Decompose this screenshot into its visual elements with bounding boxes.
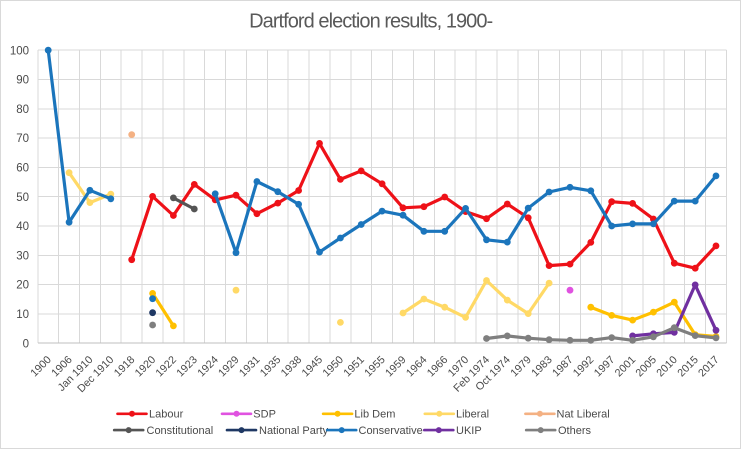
svg-text:Others: Others [558,425,592,437]
svg-text:Liberal: Liberal [456,409,489,421]
svg-text:Nat Liberal: Nat Liberal [557,409,610,421]
svg-text:20: 20 [16,280,29,292]
svg-text:90: 90 [16,75,29,87]
svg-text:70: 70 [16,133,29,145]
svg-text:0: 0 [23,338,29,350]
svg-text:SDP: SDP [253,409,276,421]
svg-text:100: 100 [10,45,29,57]
svg-text:60: 60 [16,163,29,175]
svg-text:Lib Dem: Lib Dem [354,409,395,421]
svg-text:Constitutional: Constitutional [147,425,214,437]
svg-text:Conservative: Conservative [359,425,423,437]
svg-text:Dartford election results, 190: Dartford election results, 1900- [249,11,492,33]
svg-text:40: 40 [16,221,29,233]
svg-text:National Party: National Party [259,425,329,437]
svg-text:UKIP: UKIP [456,425,482,437]
svg-text:Labour: Labour [149,409,184,421]
svg-text:50: 50 [16,192,29,204]
svg-text:10: 10 [16,309,29,321]
svg-text:30: 30 [16,250,29,262]
svg-text:80: 80 [16,104,29,116]
